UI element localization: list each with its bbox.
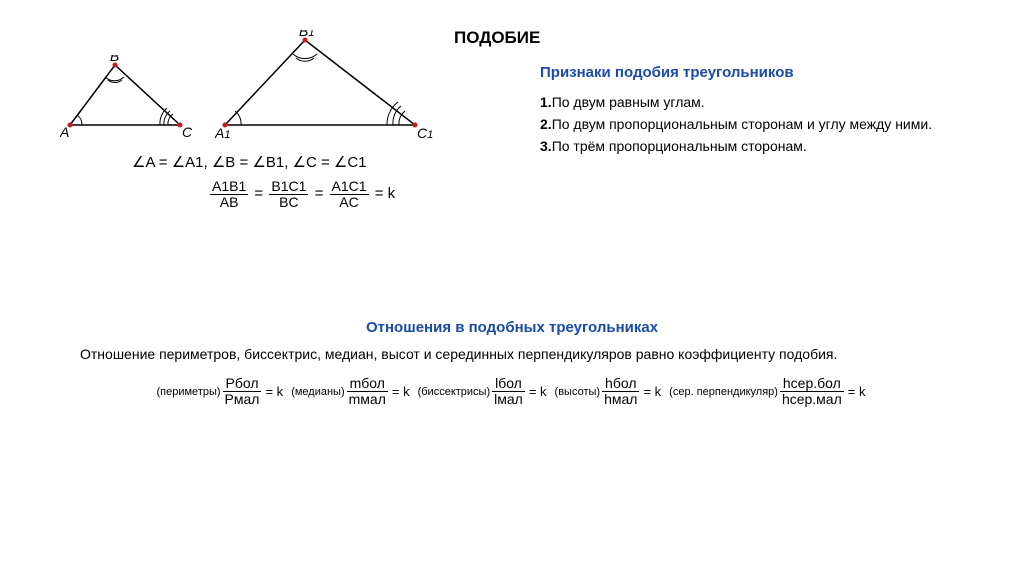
ratio-perp: (сер. перпендикуляр) hсер.болhсер.мал = … (669, 376, 867, 406)
triangle-small: A B C (60, 55, 195, 145)
criteria-list: 1.По двум равным углам. 2.По двум пропор… (540, 93, 970, 156)
criteria-title: Признаки подобия треугольников (540, 64, 970, 81)
relations-section: Отношения в подобных треугольниках Отнош… (60, 319, 964, 406)
criteria-block: Признаки подобия треугольников 1.По двум… (540, 64, 970, 160)
svg-text:B1: B1 (299, 30, 314, 39)
svg-text:A1: A1 (215, 125, 230, 141)
diagram-area: A B C A1 B1 C1 ∠A = ∠A1, ∠B = ∠ (60, 30, 480, 209)
svg-text:C: C (182, 124, 193, 140)
svg-text:B: B (110, 55, 119, 64)
relations-title: Отношения в подобных треугольниках (60, 319, 964, 336)
ratio-bisector: (биссектрисы) lболlмал = k (418, 376, 549, 406)
svg-text:A: A (60, 124, 69, 140)
criteria-item: 1.По двум равным углам. (540, 93, 970, 111)
ratio-median: (медианы) mболmмал = k (291, 376, 411, 406)
relations-text: Отношение периметров, биссектрис, медиан… (80, 346, 944, 362)
svg-text:C1: C1 (417, 125, 433, 141)
ratio-equation: A1B1AB = B1C1BC = A1C1AC = k (210, 179, 480, 209)
angle-equation: ∠A = ∠A1, ∠B = ∠B1, ∠C = ∠C1 (132, 153, 480, 171)
triangle-large: A1 B1 C1 (215, 30, 435, 145)
ratio-height: (высоты) hболhмал = k (555, 376, 664, 406)
ratio-row: (периметры) PболPмал = k (медианы) mболm… (60, 376, 964, 406)
ratio-perimeter: (периметры) PболPмал = k (157, 376, 286, 406)
criteria-item: 3.По трём пропорциональным сторонам. (540, 137, 970, 155)
page-title: ПОДОБИЕ (454, 28, 540, 48)
criteria-item: 2.По двум пропорциональным сторонам и уг… (540, 115, 970, 133)
